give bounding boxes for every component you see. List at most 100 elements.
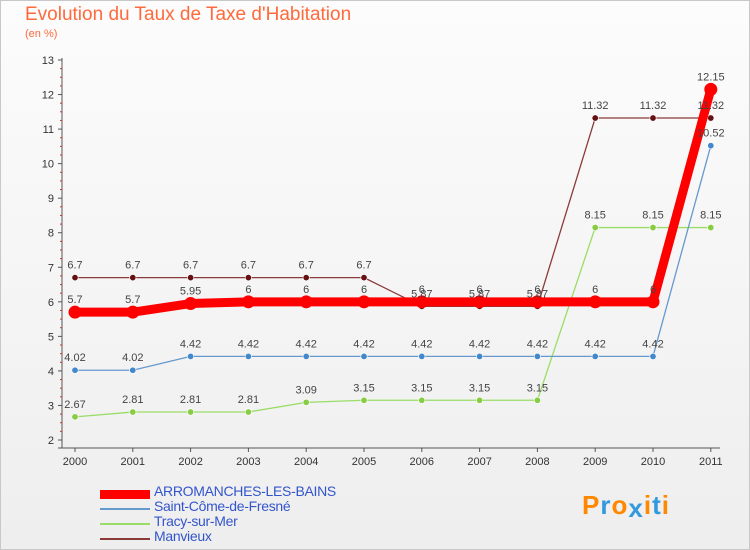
data-label-manvieux: 6.7 xyxy=(241,260,256,272)
x-tick-label: 2001 xyxy=(121,456,145,468)
data-label-manvieux: 5.87 xyxy=(527,288,548,300)
data-point-arromanches-les-bains xyxy=(588,295,602,309)
data-label-tracy-sur-mer: 8.15 xyxy=(700,210,721,222)
legend-label: Saint-Côme-de-Fresné xyxy=(154,498,291,514)
data-point-tracy-sur-mer xyxy=(360,396,368,404)
data-point-saint-c-me-de-fresn- xyxy=(129,366,137,374)
data-label-manvieux: 6.7 xyxy=(183,260,198,272)
legend-swatch xyxy=(100,489,150,499)
data-point-arromanches-les-bains xyxy=(126,305,140,319)
data-label-saint-c-me-de-fresn-: 4.42 xyxy=(295,338,316,350)
data-point-arromanches-les-bains xyxy=(704,82,718,96)
data-label-saint-c-me-de-fresn-: 4.02 xyxy=(64,352,85,364)
data-label-manvieux: 6.7 xyxy=(125,260,140,272)
data-point-arromanches-les-bains xyxy=(299,295,313,309)
data-label-saint-c-me-de-fresn-: 4.42 xyxy=(353,338,374,350)
x-tick-label: 2009 xyxy=(583,456,607,468)
data-label-arromanches-les-bains: 5.95 xyxy=(180,286,201,298)
data-point-saint-c-me-de-fresn- xyxy=(476,352,484,360)
y-tick-label: 9 xyxy=(48,193,54,205)
data-label-tracy-sur-mer: 3.09 xyxy=(295,384,316,396)
data-label-manvieux: 11.32 xyxy=(697,100,724,112)
data-label-tracy-sur-mer: 3.15 xyxy=(353,382,374,394)
data-label-arromanches-les-bains: 6 xyxy=(477,284,483,296)
series-line-arromanches-les-bains xyxy=(70,84,716,317)
data-point-saint-c-me-de-fresn- xyxy=(418,352,426,360)
x-tick-label: 2005 xyxy=(352,456,376,468)
y-tick-label: 3 xyxy=(48,400,54,412)
data-point-arromanches-les-bains xyxy=(68,305,82,319)
data-label-saint-c-me-de-fresn-: 4.42 xyxy=(527,338,548,350)
data-point-arromanches-les-bains xyxy=(473,295,487,309)
y-tick-label: 7 xyxy=(48,262,54,274)
data-point-manvieux xyxy=(129,274,137,282)
data-point-manvieux xyxy=(244,274,252,282)
data-label-arromanches-les-bains: 5.7 xyxy=(125,294,140,306)
data-point-arromanches-les-bains xyxy=(415,295,429,309)
x-tick-label: 2007 xyxy=(467,456,491,468)
data-point-saint-c-me-de-fresn- xyxy=(71,366,79,374)
legend-label: ARROMANCHES-LES-BAINS xyxy=(154,483,336,499)
data-point-tracy-sur-mer xyxy=(591,224,599,232)
data-point-manvieux xyxy=(71,274,79,282)
data-label-saint-c-me-de-fresn-: 4.42 xyxy=(469,338,490,350)
x-tick-label: 2011 xyxy=(699,456,723,468)
y-tick-label: 5 xyxy=(48,331,54,343)
y-tick-label: 2 xyxy=(48,435,54,447)
data-point-tracy-sur-mer xyxy=(476,396,484,404)
line-chart: 2 3 4 5 6 7 8 9 10 11 12 13 2000 2001 2002 2003 2004 2005… xyxy=(42,55,725,468)
data-point-tracy-sur-mer xyxy=(533,396,541,404)
chart-title: Evolution du Taux de Taxe d'Habitation xyxy=(25,4,352,25)
series-line-tracy-sur-mer xyxy=(74,226,712,418)
data-label-tracy-sur-mer: 2.81 xyxy=(122,394,143,406)
y-tick-label: 11 xyxy=(43,124,54,136)
data-point-saint-c-me-de-fresn- xyxy=(533,352,541,360)
data-point-tracy-sur-mer xyxy=(71,413,79,421)
data-label-manvieux: 6.7 xyxy=(67,260,82,272)
data-point-arromanches-les-bains xyxy=(357,295,371,309)
data-label-arromanches-les-bains: 12.15 xyxy=(697,71,725,83)
data-point-manvieux xyxy=(360,274,368,282)
data-label-tracy-sur-mer: 2.81 xyxy=(238,394,259,406)
data-point-manvieux xyxy=(187,274,195,282)
x-tick-label: 2004 xyxy=(294,456,318,468)
data-label-arromanches-les-bains: 6 xyxy=(419,284,425,296)
y-tick-label: 10 xyxy=(42,159,54,171)
data-point-saint-c-me-de-fresn- xyxy=(649,352,657,360)
legend-swatch xyxy=(100,538,150,540)
y-tick-label: 12 xyxy=(42,90,54,102)
data-label-arromanches-les-bains: 6 xyxy=(650,284,656,296)
x-tick-label: 2008 xyxy=(525,456,549,468)
y-tick-label: 6 xyxy=(48,297,54,309)
data-point-manvieux xyxy=(591,114,599,122)
proxiti-logo: Proxiti xyxy=(582,490,670,523)
data-label-tracy-sur-mer: 8.15 xyxy=(642,210,663,222)
data-point-saint-c-me-de-fresn- xyxy=(360,352,368,360)
data-label-arromanches-les-bains: 6 xyxy=(592,284,598,296)
data-label-arromanches-les-bains: 6 xyxy=(534,284,540,296)
data-label-arromanches-les-bains: 5.7 xyxy=(67,294,82,306)
data-point-saint-c-me-de-fresn- xyxy=(707,142,715,150)
data-point-tracy-sur-mer xyxy=(302,398,310,406)
data-label-tracy-sur-mer: 3.15 xyxy=(527,382,548,394)
data-point-tracy-sur-mer xyxy=(418,396,426,404)
data-label-manvieux: 5.87 xyxy=(469,288,490,300)
x-tick-label: 2002 xyxy=(178,456,202,468)
data-label-tracy-sur-mer: 2.81 xyxy=(180,394,201,406)
series-line-manvieux xyxy=(74,117,712,307)
x-tick-label: 2010 xyxy=(641,456,665,468)
data-point-tracy-sur-mer xyxy=(707,224,715,232)
x-tick-label: 2006 xyxy=(410,456,434,468)
data-label-saint-c-me-de-fresn-: 4.42 xyxy=(180,338,201,350)
chart-subtitle: (en %) xyxy=(25,28,58,40)
legend-label: Manvieux xyxy=(154,528,212,544)
data-label-manvieux: 5.87 xyxy=(411,288,432,300)
data-point-saint-c-me-de-fresn- xyxy=(244,352,252,360)
data-label-saint-c-me-de-fresn-: 4.42 xyxy=(411,338,432,350)
data-point-arromanches-les-bains xyxy=(646,295,660,309)
data-label-saint-c-me-de-fresn-: 10.52 xyxy=(697,128,725,140)
data-label-arromanches-les-bains: 6 xyxy=(361,284,367,296)
data-label-saint-c-me-de-fresn-: 4.42 xyxy=(642,338,663,350)
data-point-manvieux xyxy=(302,274,310,282)
